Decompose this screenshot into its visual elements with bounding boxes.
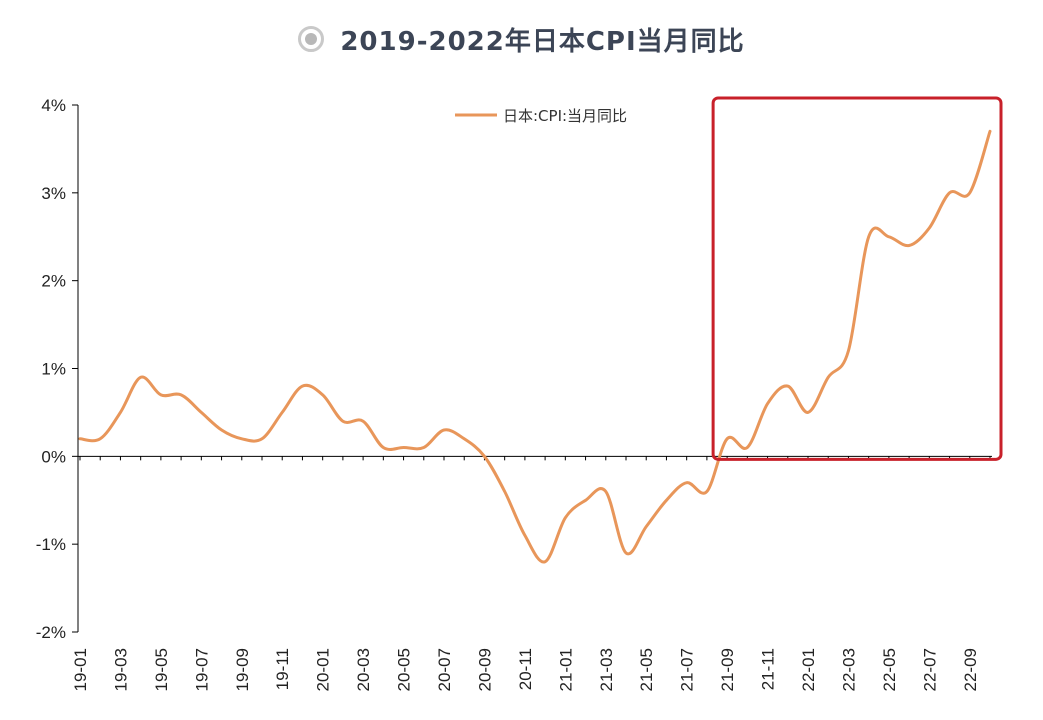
x-tick-label: 20-07 [435,648,454,691]
data-point [99,438,101,440]
radio-target-icon [298,26,325,52]
data-point [544,560,546,563]
data-point [766,402,769,405]
x-tick-label: 20-01 [314,648,333,691]
data-point [503,490,506,493]
x-tick-label: 22-03 [839,648,858,691]
highlight-box [711,96,1003,461]
data-point [948,192,951,194]
data-point [584,499,587,502]
x-tick-label: 21-09 [718,648,737,691]
data-point [160,394,162,396]
data-point [241,438,243,440]
data-point [79,438,81,440]
data-point [989,130,991,133]
x-tick-label: 20-05 [395,648,414,691]
x-tick-label: 22-07 [920,648,939,691]
data-point [625,552,627,554]
legend: 日本:CPI:当月同比 [455,107,627,125]
data-point [726,438,728,440]
y-tick-label: -2% [36,623,66,642]
data-point [423,446,425,449]
data-point [847,350,850,352]
y-tick-label: 1% [41,360,66,379]
y-tick-label: 4% [41,96,66,115]
data-point [746,446,749,449]
data-point [342,420,344,423]
x-tick-label: 19-09 [233,648,252,691]
x-axis: 19-01 19-03 19-05 19-07 19-09 19-11 20-01 20-03… [71,455,992,691]
series-line [78,129,992,564]
data-point [564,517,567,519]
y-tick-label: 0% [41,447,66,466]
x-tick-label: 19-03 [111,648,130,691]
data-point [139,376,142,379]
data-point [706,490,708,493]
x-tick-label: 22-01 [799,648,818,691]
data-point [402,446,405,449]
title-bar: 2019-2022年日本CPI当月同比 [0,14,1043,64]
x-tick-label: 21-01 [556,648,575,691]
data-point [888,236,890,238]
series-layer [78,129,992,564]
data-point [827,376,829,379]
x-tick-label: 21-05 [637,648,656,691]
data-point [443,429,445,431]
data-point [665,499,668,502]
x-tick-label: 19-01 [71,648,90,691]
chart-title: 2019-2022年日本CPI当月同比 [340,26,745,57]
data-point [867,236,870,238]
x-tick-label: 21-07 [678,648,697,691]
y-tick-label: -1% [36,535,66,554]
data-point [645,525,647,528]
x-tick-label: 20-09 [475,648,494,691]
x-tick-label: 22-09 [961,648,980,691]
y-axis: -2% -1% 0% 1% 2% 3% 4% [36,96,79,642]
x-tick-label: 21-03 [597,648,616,691]
x-tick-label: 19-05 [152,648,171,691]
data-point [969,192,971,194]
data-point [524,534,526,537]
data-point [119,411,122,414]
data-point [200,411,203,414]
x-tick-label: 21-11 [759,648,778,690]
data-point [281,411,284,414]
x-tick-label: 19-07 [192,648,211,691]
data-point [908,244,910,247]
data-point [261,438,263,440]
legend-label: 日本:CPI:当月同比 [503,107,627,125]
x-tick-label: 20-03 [354,648,373,691]
data-point [787,385,789,387]
data-point [483,455,486,458]
data-point [463,438,466,440]
data-point [180,394,182,396]
data-point [928,227,931,229]
data-point [220,429,223,431]
radio-target-dot [305,33,318,45]
data-point [321,394,324,396]
x-tick-label: 19-11 [273,648,292,690]
y-tick-label: 2% [41,272,66,291]
y-tick-label: 3% [41,184,66,203]
data-point [301,385,304,387]
data-point [605,490,607,493]
data-point [382,446,385,449]
data-point [685,481,688,484]
data-point [807,411,809,414]
data-point [362,420,364,423]
x-tick-label: 22-05 [880,648,899,691]
x-tick-label: 20-11 [516,648,535,690]
